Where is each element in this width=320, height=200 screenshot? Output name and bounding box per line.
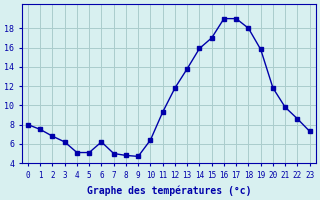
- X-axis label: Graphe des températures (°c): Graphe des températures (°c): [87, 185, 251, 196]
